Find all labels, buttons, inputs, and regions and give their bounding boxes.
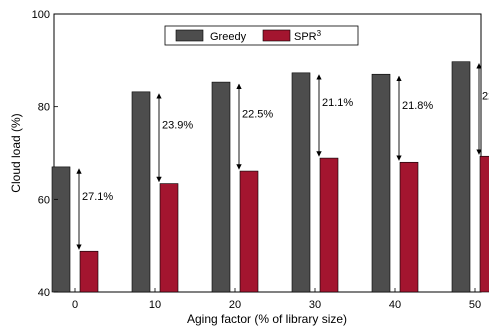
legend-swatch-spr3 (262, 29, 291, 42)
legend-label-spr3: SPR3 (294, 29, 322, 43)
x-tick-label-20: 20 (229, 299, 241, 311)
y-axis-label: Cloud load (%) (9, 113, 23, 192)
y-tick-label-80: 80 (38, 102, 50, 114)
bar-greedy-20 (211, 81, 231, 293)
difference-label-10: 23.9% (162, 119, 193, 131)
bar-spr3-10 (159, 183, 179, 293)
bar-spr3-20 (239, 170, 259, 293)
x-tick-label-0: 0 (72, 299, 78, 311)
bar-greedy-40 (371, 73, 391, 293)
bar-spr3-30 (319, 157, 339, 293)
bar-greedy-10 (131, 91, 151, 293)
bar-spr3-0 (79, 250, 99, 293)
x-tick-label-10: 10 (149, 299, 161, 311)
difference-label-50: 22.7% (482, 91, 489, 103)
x-tick-label-40: 40 (389, 299, 401, 311)
x-tick-label-30: 30 (309, 299, 321, 311)
y-tick-label-40: 40 (38, 287, 50, 299)
legend-label-greedy: Greedy (210, 31, 247, 43)
x-axis-label: Aging factor (% of library size) (187, 312, 347, 326)
x-tick-label-50: 50 (469, 299, 481, 311)
bar-greedy-0 (51, 166, 71, 293)
difference-label-0: 27.1% (82, 191, 113, 203)
y-tick-label-60: 60 (38, 194, 50, 206)
legend: Greedy SPR3 (164, 25, 359, 46)
bar-greedy-50 (451, 61, 471, 293)
legend-box (164, 25, 359, 46)
bar-greedy-30 (291, 72, 311, 293)
y-tick-label-100: 100 (32, 9, 50, 21)
bar-spr3-50 (479, 155, 489, 293)
bar-spr3-40 (399, 161, 419, 293)
difference-label-40: 21.8% (402, 100, 433, 112)
difference-label-30: 21.1% (322, 97, 353, 109)
difference-label-20: 22.5% (242, 108, 273, 120)
legend-swatch-greedy (175, 29, 204, 42)
